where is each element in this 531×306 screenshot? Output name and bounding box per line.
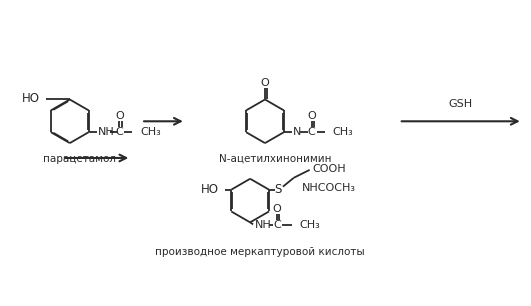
Text: HO: HO [201, 183, 219, 196]
Text: O: O [307, 111, 316, 121]
Text: GSH: GSH [449, 99, 473, 110]
Text: HO: HO [22, 92, 40, 105]
Text: NH: NH [98, 127, 114, 137]
Text: C: C [273, 220, 281, 230]
Text: N: N [293, 127, 301, 137]
Text: NH: NH [255, 220, 272, 230]
Text: O: O [261, 78, 269, 88]
Text: CH₃: CH₃ [140, 127, 161, 137]
Text: O: O [272, 204, 281, 215]
Text: O: O [115, 111, 124, 121]
Text: COOH: COOH [313, 164, 346, 174]
Text: C: C [116, 127, 123, 137]
Text: NHCOCH₃: NHCOCH₃ [302, 183, 356, 193]
Text: S: S [274, 183, 281, 196]
Text: CH₃: CH₃ [299, 220, 320, 230]
Text: N-ацетилхинонимин: N-ацетилхинонимин [219, 154, 331, 164]
Text: CH₃: CH₃ [332, 127, 353, 137]
Text: производное меркаптуровой кислоты: производное меркаптуровой кислоты [155, 247, 365, 257]
Text: C: C [308, 127, 315, 137]
Text: парацетамол: парацетамол [43, 154, 116, 164]
